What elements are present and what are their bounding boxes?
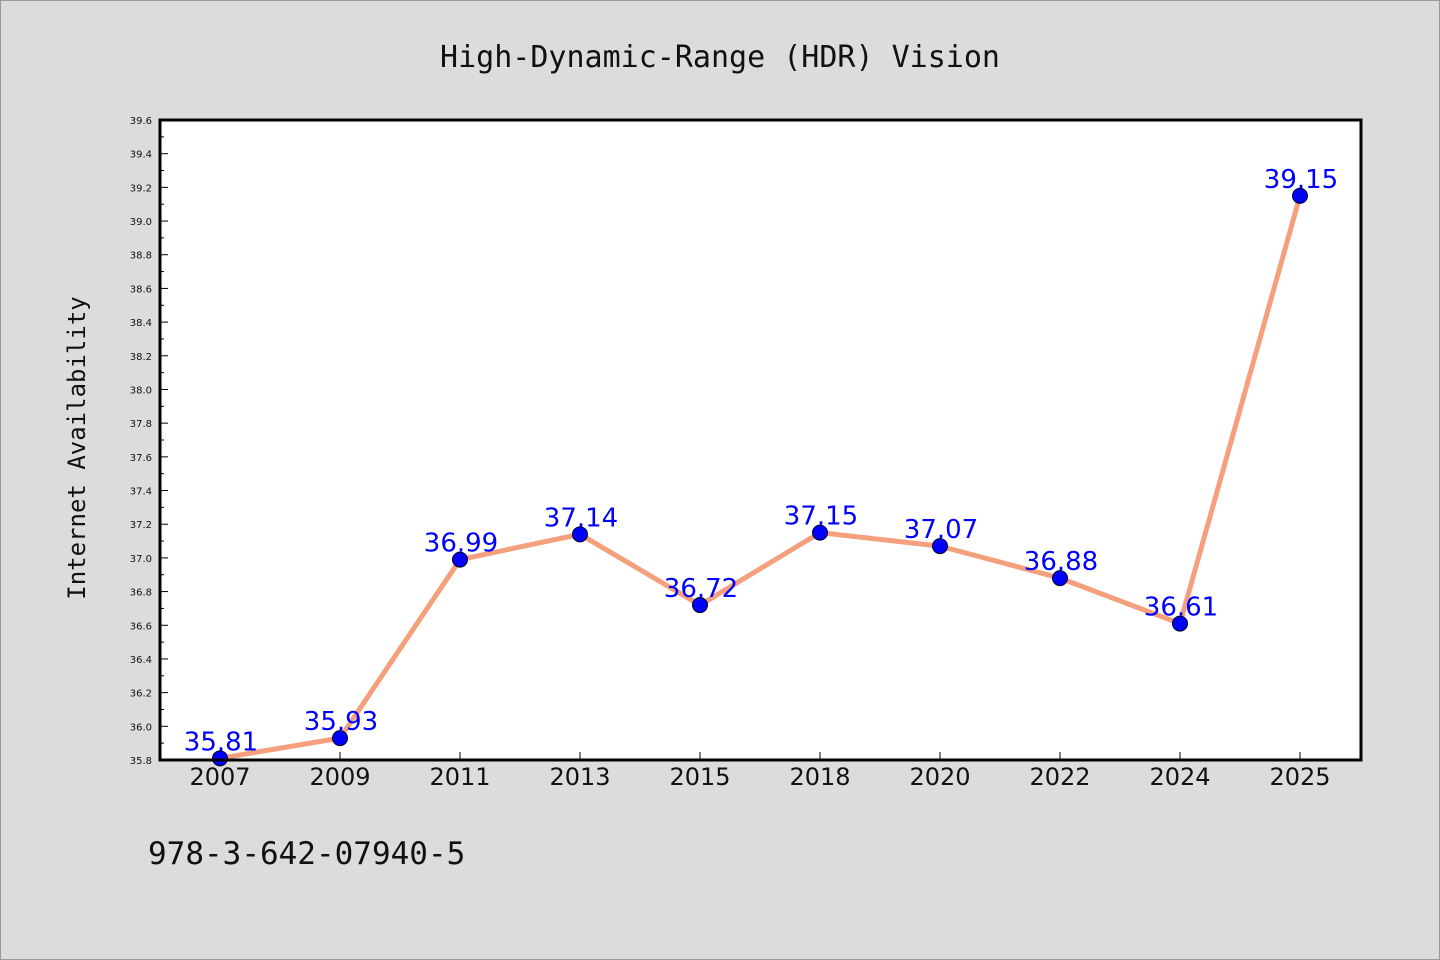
y-tick-label: 36.8 <box>130 588 152 599</box>
data-point <box>1172 615 1188 632</box>
x-tick-label: 2022 <box>1029 763 1090 791</box>
y-tick-label: 38.0 <box>130 385 152 396</box>
y-tick-label: 36.6 <box>130 621 152 632</box>
footer-code: 978-3-642-07940-5 <box>148 836 465 872</box>
y-tick-label: 35.8 <box>130 756 152 767</box>
data-label: 35.93 <box>304 707 378 737</box>
y-tick-label: 38.4 <box>130 318 152 329</box>
y-tick-label: 39.0 <box>130 217 152 228</box>
data-label: 37.14 <box>544 503 618 533</box>
y-tick-label: 37.4 <box>130 487 152 498</box>
x-axis: 2007 2009 2011 2013 2015 2018 2020 2022 2024 2025 <box>189 752 1331 791</box>
data-point <box>692 597 708 614</box>
data-point <box>452 551 468 568</box>
x-tick-label: 2025 <box>1269 763 1330 791</box>
data-label: 36.88 <box>1024 547 1098 577</box>
data-label: 39.15 <box>1264 165 1338 195</box>
y-tick-label: 38.2 <box>130 352 152 363</box>
data-point <box>1292 187 1308 204</box>
data-label: 35.81 <box>184 727 258 757</box>
series-group <box>212 187 1308 767</box>
data-label: 37.15 <box>784 502 858 532</box>
y-tick-label: 37.2 <box>130 520 152 531</box>
y-axis: 35.8 36.0 36.2 36.4 36.6 36.8 37.0 37.2 37.4 37.6… <box>130 116 168 767</box>
x-tick-label: 2013 <box>549 763 610 791</box>
data-labels-group: 35.81 35.93 36.99 37.14 36.72 37.15 37.07 36.88… <box>184 165 1338 758</box>
y-tick-label: 36.0 <box>130 722 152 733</box>
y-tick-label: 37.0 <box>130 554 152 565</box>
chart-title: High-Dynamic-Range (HDR) Vision <box>440 40 1000 75</box>
x-tick-label: 2018 <box>789 763 850 791</box>
x-tick-label: 2015 <box>669 763 730 791</box>
data-point <box>812 524 828 541</box>
y-tick-label: 39.6 <box>130 116 152 127</box>
x-tick-label: 2020 <box>909 763 970 791</box>
y-tick-label: 37.6 <box>130 453 152 464</box>
y-tick-label: 37.8 <box>130 419 152 430</box>
data-label: 36.99 <box>424 529 498 559</box>
y-tick-label: 39.2 <box>130 183 152 194</box>
plot-border <box>158 118 1363 762</box>
y-tick-label: 39.4 <box>130 150 152 161</box>
x-tick-label: 2007 <box>189 763 250 791</box>
series-line <box>217 193 1303 761</box>
y-tick-label: 36.2 <box>130 689 152 700</box>
data-label: 36.61 <box>1144 593 1218 623</box>
data-point <box>1052 570 1068 587</box>
x-tick-label: 2009 <box>309 763 370 791</box>
data-point <box>932 538 948 555</box>
y-tick-label: 38.6 <box>130 284 152 295</box>
data-point <box>212 750 228 767</box>
data-point <box>332 730 348 747</box>
y-tick-label: 38.8 <box>130 251 152 262</box>
y-tick-label: 36.4 <box>130 655 152 666</box>
plot-area <box>160 120 1361 760</box>
y-axis-label: Internet Availability <box>63 296 91 599</box>
data-point <box>572 526 588 543</box>
x-tick-label: 2011 <box>429 763 490 791</box>
x-tick-label: 2024 <box>1149 763 1210 791</box>
data-label: 37.07 <box>904 515 978 545</box>
data-label: 36.72 <box>664 574 738 604</box>
